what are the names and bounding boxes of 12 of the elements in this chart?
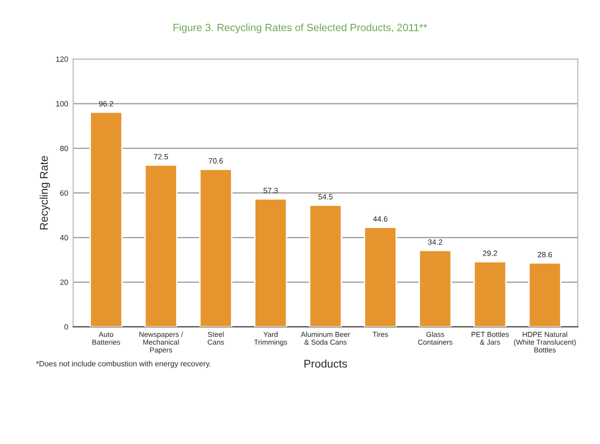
- bar: [364, 226, 397, 327]
- x-axis-title: Products: [304, 359, 348, 368]
- bar: [308, 204, 342, 327]
- chart-title: Figure 3. Recycling Rates of Selected Products, 2011**: [174, 24, 428, 34]
- bar: [528, 262, 562, 327]
- bar: [418, 250, 452, 327]
- bar: [473, 260, 507, 327]
- bar: [199, 168, 232, 327]
- bar: [90, 111, 123, 327]
- bar: [254, 198, 288, 327]
- bar: [144, 164, 178, 327]
- y-axis-title: Recycling Rate: [40, 156, 50, 230]
